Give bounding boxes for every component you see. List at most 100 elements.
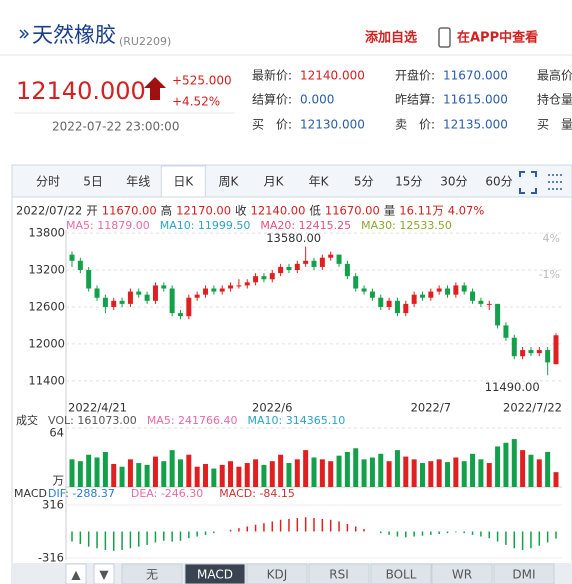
bottom-tab-bg[interactable] — [184, 563, 246, 584]
tab[interactable]: 月K — [264, 175, 285, 189]
volume-bar — [311, 457, 317, 487]
tab[interactable]: 年K — [309, 175, 330, 189]
volume-bar — [403, 456, 409, 487]
macd-text: MACD: -84.15 — [219, 487, 295, 500]
bottom-tab-bg[interactable] — [308, 563, 370, 584]
volume-bar — [445, 462, 451, 487]
volume-bar — [461, 461, 467, 487]
candle-body — [378, 297, 384, 307]
candle-body — [119, 300, 125, 304]
info-label: 买 价: — [252, 118, 292, 132]
volume-bar — [478, 459, 484, 487]
bottom-tab[interactable]: WR — [452, 568, 472, 582]
bottom-tab[interactable]: ▼ — [99, 568, 109, 582]
volume-bar — [303, 450, 309, 487]
candle-body — [253, 276, 259, 283]
bottom-tab[interactable]: 无 — [146, 568, 158, 582]
volume-bar — [136, 463, 142, 487]
volume-bar — [394, 450, 400, 487]
add-watch[interactable]: 添加自选 — [365, 30, 417, 46]
candle-body — [553, 335, 559, 365]
bottom-tab-bg[interactable] — [493, 563, 555, 584]
candle-body — [127, 291, 133, 304]
ma-legend: MA20: 12415.25 — [260, 219, 351, 232]
bottom-tab-bg[interactable] — [65, 563, 87, 584]
y-tick-label: 316 — [42, 498, 64, 512]
y-tick-label: 13800 — [28, 226, 65, 240]
volume-text: VOL: 161073.00 — [48, 414, 137, 427]
info-label: 卖 价: — [395, 118, 435, 132]
candle-body — [94, 288, 100, 298]
tab-bar — [11, 164, 572, 198]
candle-body — [520, 350, 526, 357]
bottom-tab[interactable]: KDJ — [267, 568, 288, 582]
volume-bar — [86, 454, 92, 487]
volume-bar — [127, 459, 133, 487]
pct-tick-label: -1% — [539, 268, 560, 281]
volume-bar — [486, 463, 492, 487]
candle-body — [344, 263, 350, 277]
volume-bar — [328, 461, 334, 487]
change-pct: +4.52% — [172, 95, 220, 109]
volume-bar — [453, 457, 459, 487]
tab[interactable]: 周K — [218, 175, 239, 189]
tab[interactable]: 年线 — [126, 175, 150, 189]
bottom-tab-bg[interactable] — [246, 563, 308, 584]
bottom-tab-bg[interactable] — [431, 563, 493, 584]
bottom-tab-bg[interactable] — [121, 563, 183, 584]
candle-body — [111, 300, 117, 307]
volume-bar — [278, 454, 284, 487]
info-val: 12140.00 — [251, 204, 306, 218]
candle-body — [353, 276, 359, 289]
volume-bar — [294, 459, 300, 487]
info-value: 11670.000 — [443, 69, 508, 83]
up-arrow — [144, 77, 166, 100]
tab[interactable]: 60分 — [485, 175, 512, 189]
tab[interactable]: 30分 — [440, 175, 467, 189]
info-label: 昨结算: — [395, 92, 435, 107]
bottom-tab[interactable]: ▲ — [71, 568, 81, 582]
candle-body — [445, 288, 451, 295]
tab[interactable]: 日K — [173, 175, 194, 189]
volume-bar — [253, 459, 259, 487]
bottom-tab[interactable]: BOLL — [386, 568, 417, 582]
volume-bar — [236, 466, 242, 487]
tab[interactable]: 5日 — [83, 175, 103, 189]
volume-bar — [111, 463, 117, 487]
bottom-tab-bg[interactable] — [370, 563, 432, 584]
info-key: 收 — [235, 204, 247, 218]
candle-body — [203, 288, 209, 295]
bottom-tab[interactable]: MACD — [197, 568, 233, 582]
candle-body — [336, 254, 342, 264]
bottom-tab[interactable]: RSI — [329, 568, 349, 582]
open-app[interactable]: 在APP中查看 — [457, 30, 538, 46]
tab[interactable]: 分时 — [36, 175, 60, 189]
volume-bar — [428, 461, 434, 487]
volume-bar — [261, 464, 267, 487]
fullscreen-icon[interactable] — [519, 171, 537, 194]
info-key: 量 — [384, 204, 396, 218]
tab[interactable]: 15分 — [395, 175, 422, 189]
candle-body — [528, 350, 534, 354]
info-val: 11670.00 — [325, 204, 380, 218]
bottom-tab[interactable]: DMI — [512, 568, 535, 582]
candle-body — [478, 300, 484, 304]
volume-unit: 万 — [53, 474, 65, 488]
info-val: 16.11万 — [399, 204, 443, 218]
info-value: 12130.000 — [300, 118, 365, 132]
volume-bar — [269, 461, 275, 487]
volume-bar — [152, 456, 158, 487]
volume-bar — [520, 450, 526, 487]
y-tick-label: 13200 — [28, 263, 65, 277]
info-value: 12140.000 — [300, 69, 365, 83]
candle-body — [303, 260, 309, 264]
tab[interactable]: 5分 — [354, 175, 374, 189]
volume-bar — [102, 451, 108, 487]
volume-bar — [77, 461, 83, 487]
info-label: 最高价 — [537, 68, 572, 83]
candle-body — [169, 288, 175, 314]
macd-text: DEA: -246.30 — [131, 487, 203, 500]
bottom-tab-bg[interactable] — [93, 563, 115, 584]
x-tick-label: 2022/7 — [411, 401, 451, 415]
